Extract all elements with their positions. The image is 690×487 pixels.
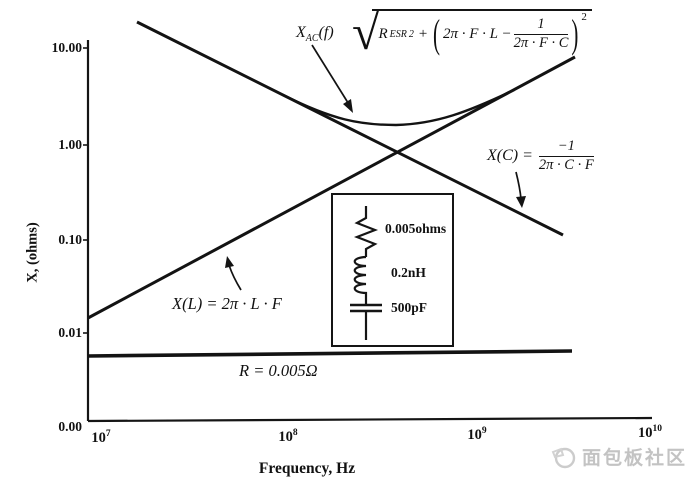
xc-denominator: 2π · C · F	[538, 156, 594, 173]
y-tick-0p1: 0.10	[58, 232, 82, 247]
resistor-symbol	[353, 206, 379, 257]
capacitive-fraction: 1 2π · F · C	[513, 16, 569, 52]
y-axis-title: X, (ohms)	[24, 222, 41, 283]
resr-subscript: ESR	[389, 28, 407, 40]
series-r-line	[87, 349, 573, 358]
fraction-numerator: 1	[513, 16, 569, 35]
fraction-denominator: 2π · F · C	[513, 34, 569, 51]
xac-symbol: X	[296, 24, 306, 41]
y-tick-1: 1.00	[58, 137, 82, 152]
outer-exponent: 2	[581, 11, 587, 23]
right-paren: )	[571, 10, 579, 56]
x-tick-1e7: 107	[91, 429, 110, 447]
capacitor-value-label: 500pF	[391, 300, 428, 315]
y-axis	[83, 40, 90, 421]
xac-argument: (f)	[318, 24, 334, 41]
x-tick-base: 10	[278, 428, 293, 445]
resr-symbol: R	[378, 25, 388, 42]
radical-sign: √	[352, 4, 380, 60]
resistor-value-label: 0.005ohms	[385, 221, 447, 236]
x-tick-exp: 9	[481, 426, 487, 436]
x-tick-1e10: 1010	[638, 424, 662, 442]
y-tick-10: 10.00	[51, 40, 82, 55]
x-tick-base: 10	[467, 426, 482, 443]
series-xc-line	[136, 20, 564, 237]
inductive-term: 2π · F · L −	[442, 25, 512, 42]
xl-arrow	[225, 256, 242, 291]
xac-arrow	[311, 44, 353, 113]
y-tick-0p01: 0.01	[58, 325, 82, 340]
series-xac-curve	[282, 88, 515, 127]
inset-circuit-box	[331, 193, 454, 347]
x-tick-base: 10	[91, 429, 106, 446]
xc-formula: X(C) = −1 2π · C · F	[487, 138, 594, 174]
x-tick-exp: 7	[105, 429, 111, 439]
y-tick-0: 0.00	[58, 419, 82, 434]
breadboard-logo-icon	[551, 447, 576, 468]
inductor-symbol	[353, 255, 368, 305]
xc-arrow	[515, 171, 526, 208]
r-label: R = 0.005Ω	[239, 361, 318, 380]
plus-sign: +	[417, 25, 428, 42]
xac-formula: √ R ESR 2 + ( 2π · F · L − 1 2π · F · C ) …	[352, 4, 592, 60]
x-tick-1e8: 108	[278, 428, 297, 446]
watermark-text: 面包板社区	[582, 448, 688, 469]
x-axis	[87, 416, 653, 423]
xc-numerator: −1	[538, 138, 594, 157]
xc-lhs: X(C) =	[487, 147, 533, 165]
resr-exponent: 2	[408, 28, 414, 40]
watermark: 面包板社区	[551, 443, 687, 470]
x-tick-exp: 10	[652, 424, 663, 434]
inductor-value-label: 0.2nH	[391, 265, 426, 280]
xac-label: XAC(f)	[296, 24, 334, 44]
xl-formula: X(L) = 2π · L · F	[172, 294, 282, 313]
xc-fraction: −1 2π · C · F	[538, 138, 594, 174]
xac-subscript: AC	[305, 33, 319, 45]
inset-circuit	[331, 193, 454, 347]
radical-body: R ESR 2 + ( 2π · F · L − 1 2π · F · C ) 2	[372, 9, 592, 56]
x-axis-title: Frequency, Hz	[258, 460, 356, 477]
left-paren: (	[432, 10, 440, 56]
x-tick-1e9: 109	[467, 426, 486, 444]
x-tick-base: 10	[638, 424, 653, 441]
x-tick-exp: 8	[292, 428, 298, 438]
